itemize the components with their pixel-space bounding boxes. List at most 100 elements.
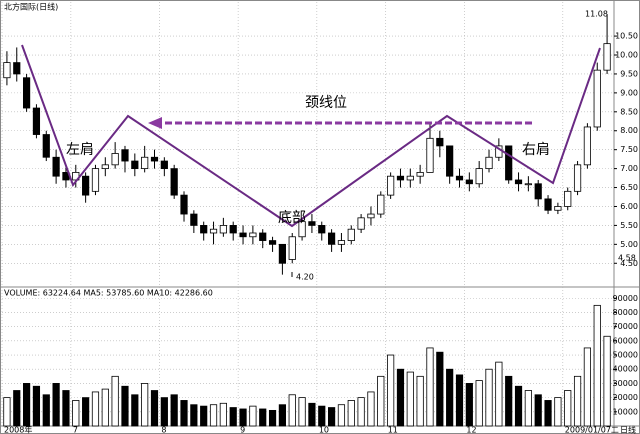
candle-body [485, 156, 493, 170]
volume-bar [131, 394, 139, 427]
x-tick-label: 12 [466, 426, 476, 434]
candle-body [121, 149, 129, 162]
volume-tick-label: 80000 [613, 308, 638, 317]
x-tick-label: 8 [161, 426, 166, 434]
candle-body [32, 107, 41, 135]
volume-bar [416, 375, 424, 427]
volume-bar [573, 375, 582, 427]
volume-tick-label: 50000 [613, 351, 638, 360]
candle-body [465, 179, 473, 185]
volume-bar [524, 390, 532, 427]
volume-bar [455, 374, 464, 427]
candle-body [593, 69, 601, 128]
candle-body [298, 221, 306, 238]
y-tick-label: 5.50 [620, 221, 638, 230]
volume-bar [42, 394, 50, 427]
volume-bar [111, 375, 119, 427]
volume-bar [593, 304, 601, 427]
x-tick-label: 10 [319, 426, 329, 434]
volume-tick-label: 90000 [613, 294, 638, 303]
volume-bar [180, 400, 188, 427]
y-tick-label: 5.00 [620, 240, 638, 249]
volume-bar [603, 335, 611, 427]
candle-body [396, 175, 405, 181]
candle-body [268, 240, 277, 245]
volume-bar [141, 383, 149, 427]
volume-bar [446, 368, 454, 427]
volume-bar [514, 385, 523, 427]
volume-tick-label: 20000 [613, 393, 638, 402]
candle-body [583, 126, 592, 166]
volume-tick-label: 30000 [613, 379, 638, 388]
x-tick-label: 2009/01/07二 [565, 426, 619, 434]
volume-bar [101, 388, 109, 427]
volume-bar [564, 390, 572, 427]
annotation: 底部 [278, 210, 306, 226]
candle-body [190, 213, 198, 226]
volume-bar [3, 397, 11, 427]
volume-bar [357, 397, 365, 427]
chart-title: 北方国际(日线) [4, 2, 58, 12]
candle-body [603, 43, 611, 71]
y-tick-label: 7.00 [620, 164, 638, 173]
volume-bar [485, 368, 493, 427]
candle-body [387, 175, 395, 196]
candle-body [337, 240, 346, 245]
volume-bar [583, 347, 592, 427]
volume-tick-label: 60000 [613, 336, 638, 345]
candle-body [200, 225, 208, 234]
volume-bar [554, 397, 562, 427]
candle-body [544, 198, 552, 211]
candle-body [239, 232, 247, 238]
volume-bar [239, 408, 247, 427]
volume-bar [190, 404, 198, 427]
volume-bar [406, 371, 414, 427]
candle-body [150, 156, 159, 162]
candle-body [22, 77, 31, 109]
candle-body [436, 137, 444, 147]
volume-tick-label: 10000 [613, 407, 638, 416]
candle-body [367, 213, 375, 219]
volume-bar [160, 397, 168, 427]
price-label: 4.58 [618, 254, 636, 263]
candle-body [180, 194, 188, 215]
y-tick-label: 6.50 [620, 183, 638, 192]
volume-bar [367, 391, 375, 427]
candle-body [42, 134, 50, 158]
candle-body [160, 160, 168, 170]
volume-bar [91, 391, 100, 427]
volume-bar [219, 402, 227, 427]
y-tick-label: 8.00 [620, 126, 638, 135]
volume-bar [337, 404, 346, 427]
candle-body [141, 156, 149, 170]
candle-body [357, 217, 365, 230]
annotation: 右肩 [522, 142, 550, 158]
volume-title: VOLUME: 63224.64 MA5: 53785.60 MA10: 422… [4, 289, 213, 298]
volume-bar [505, 375, 513, 427]
candle-body [111, 153, 119, 166]
candle-body [347, 228, 355, 241]
volume-bar [150, 390, 159, 427]
volume-bar [387, 354, 395, 427]
candle-body [259, 232, 267, 241]
volume-bar [475, 380, 483, 427]
candle-body [131, 160, 139, 170]
y-tick-label: 4.50 [620, 259, 638, 268]
x-tick-label: 7 [73, 426, 78, 434]
low-label: 4.20 [296, 273, 314, 282]
candle-body [573, 164, 582, 192]
candle-body [278, 243, 287, 264]
volume-tick-label: 40000 [613, 365, 638, 374]
annotation: 颈线位 [305, 95, 347, 111]
volume-bar [249, 405, 257, 427]
candle-body [3, 62, 11, 79]
candle-body [554, 206, 562, 211]
volume-bar [347, 400, 355, 427]
x-tick-label: 11 [388, 426, 398, 434]
volume-bar [436, 351, 444, 427]
y-tick-label: 6.00 [620, 202, 638, 211]
y-tick-label: 10.50 [615, 32, 638, 41]
annotation: 左肩 [66, 142, 94, 158]
volume-tick-label: 70000 [613, 322, 638, 331]
